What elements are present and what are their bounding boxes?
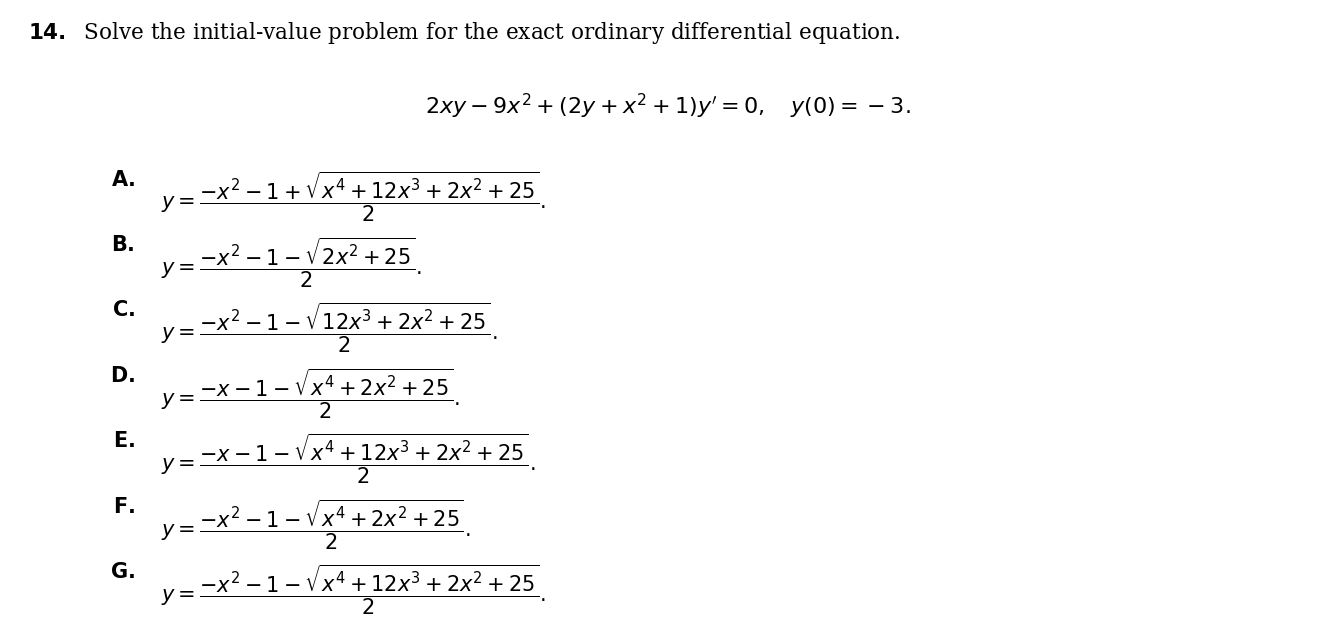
Text: $y = \dfrac{-x-1-\sqrt{x^4+12x^3+2x^2+25}}{2}.$: $y = \dfrac{-x-1-\sqrt{x^4+12x^3+2x^2+25…: [162, 432, 536, 486]
Text: $\mathbf{G.}$: $\mathbf{G.}$: [110, 562, 135, 582]
Text: $\mathbf{F.}$: $\mathbf{F.}$: [112, 497, 135, 517]
Text: $y = \dfrac{-x^2-1-\sqrt{2x^2+25}}{2}.$: $y = \dfrac{-x^2-1-\sqrt{2x^2+25}}{2}.$: [162, 235, 422, 290]
Text: $\mathbf{A.}$: $\mathbf{A.}$: [111, 169, 135, 190]
Text: $y = \dfrac{-x^2-1-\sqrt{12x^3+2x^2+25}}{2}.$: $y = \dfrac{-x^2-1-\sqrt{12x^3+2x^2+25}}…: [162, 300, 498, 355]
Text: $\mathbf{D.}$: $\mathbf{D.}$: [110, 366, 135, 386]
Text: $y = \dfrac{-x^2-1-\sqrt{x^4+12x^3+2x^2+25}}{2}.$: $y = \dfrac{-x^2-1-\sqrt{x^4+12x^3+2x^2+…: [162, 562, 546, 617]
Text: $\mathbf{C.}$: $\mathbf{C.}$: [112, 300, 135, 320]
Text: $\mathbf{B.}$: $\mathbf{B.}$: [111, 235, 135, 255]
Text: $\mathbf{E.}$: $\mathbf{E.}$: [112, 432, 135, 451]
Text: $y = \dfrac{-x^2-1+\sqrt{x^4+12x^3+2x^2+25}}{2}.$: $y = \dfrac{-x^2-1+\sqrt{x^4+12x^3+2x^2+…: [162, 169, 546, 224]
Text: $2xy - 9x^{2} + (2y + x^{2} + 1)y' = 0, \quad y(0) = -3.$: $2xy - 9x^{2} + (2y + x^{2} + 1)y' = 0, …: [425, 92, 911, 121]
Text: $y = \dfrac{-x-1-\sqrt{x^4+2x^2+25}}{2}.$: $y = \dfrac{-x-1-\sqrt{x^4+2x^2+25}}{2}.…: [162, 366, 461, 421]
Text: $y = \dfrac{-x^2-1-\sqrt{x^4+2x^2+25}}{2}.$: $y = \dfrac{-x^2-1-\sqrt{x^4+2x^2+25}}{2…: [162, 497, 472, 552]
Text: $\bf{14.}$  Solve the initial-value problem for the exact ordinary differential : $\bf{14.}$ Solve the initial-value probl…: [28, 20, 900, 46]
